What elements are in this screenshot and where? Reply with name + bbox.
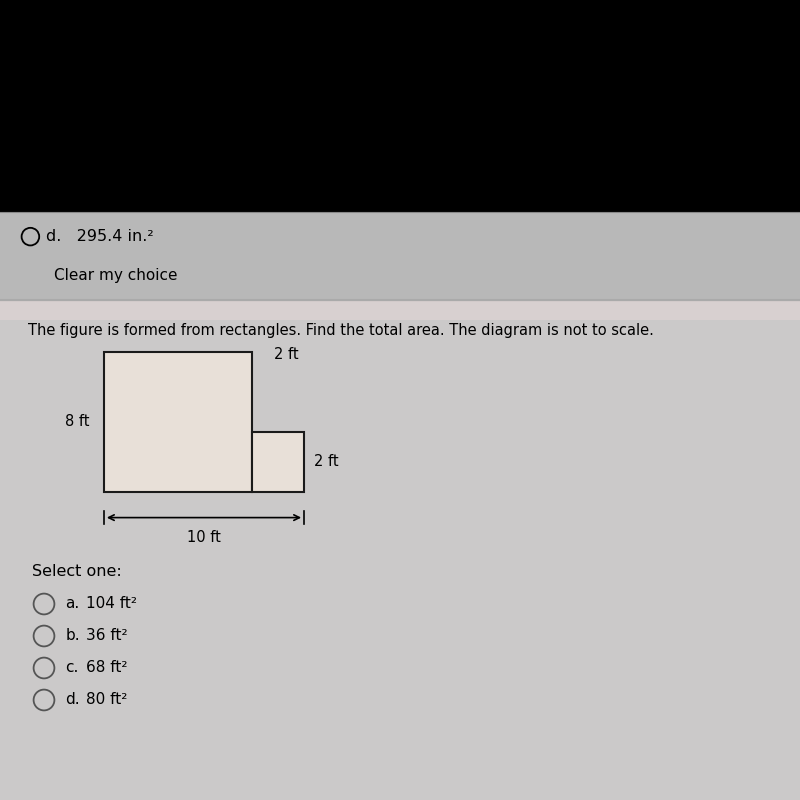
- Text: 104 ft²: 104 ft²: [86, 597, 138, 611]
- Text: d.   295.4 in.²: d. 295.4 in.²: [46, 229, 154, 244]
- Bar: [0, 300, 800, 320]
- Text: 2 ft: 2 ft: [274, 346, 298, 362]
- Text: 68 ft²: 68 ft²: [86, 661, 128, 675]
- Bar: [0, 300, 800, 800]
- Text: 80 ft²: 80 ft²: [86, 693, 128, 707]
- Text: Clear my choice: Clear my choice: [54, 268, 178, 283]
- Text: a.: a.: [66, 597, 80, 611]
- Text: d.: d.: [66, 693, 80, 707]
- Bar: [0, 0, 800, 212]
- Text: c.: c.: [66, 661, 79, 675]
- Bar: [0, 212, 800, 300]
- Text: 36 ft²: 36 ft²: [86, 629, 128, 643]
- Text: b.: b.: [66, 629, 80, 643]
- Bar: [104, 352, 252, 492]
- Bar: [252, 432, 304, 492]
- Text: 10 ft: 10 ft: [187, 530, 221, 546]
- Text: Select one:: Select one:: [32, 565, 122, 579]
- Text: The figure is formed from rectangles. Find the total area. The diagram is not to: The figure is formed from rectangles. Fi…: [28, 323, 654, 338]
- Text: 2 ft: 2 ft: [314, 454, 338, 470]
- Text: 8 ft: 8 ft: [65, 414, 90, 430]
